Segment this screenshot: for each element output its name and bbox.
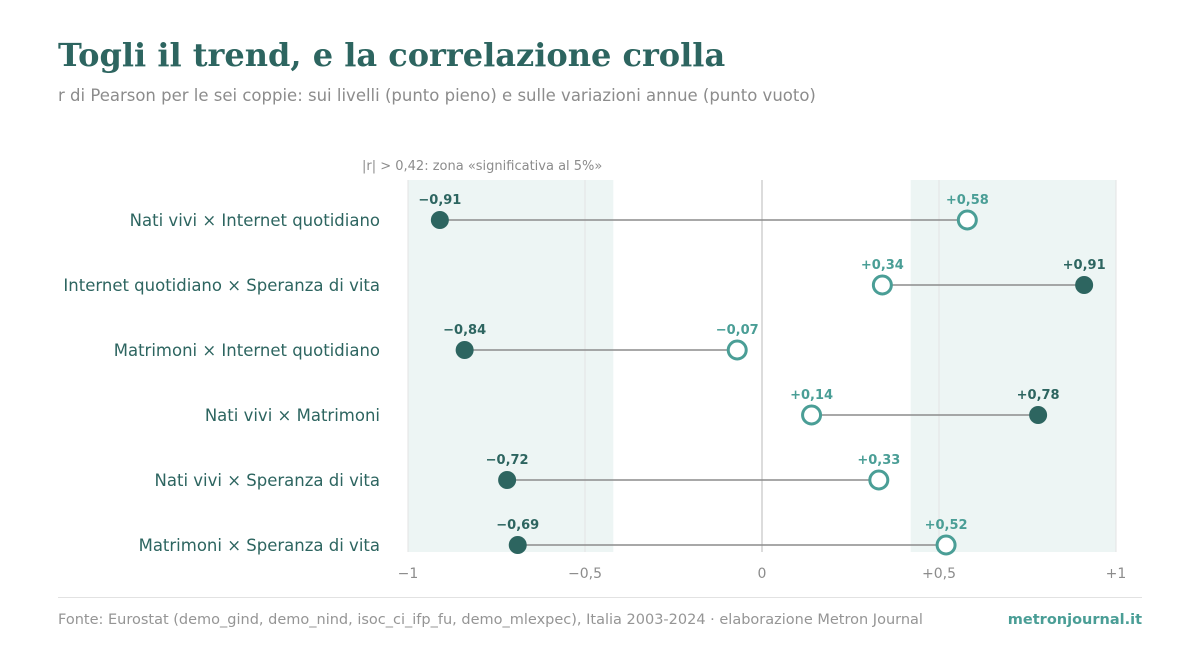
levels-point xyxy=(498,471,517,489)
changes-value-label: +0,52 xyxy=(925,518,968,533)
changes-value-label: +0,34 xyxy=(861,258,904,273)
pair-label: Nati vivi × Matrimoni xyxy=(205,406,380,425)
significance-zone-negative xyxy=(408,180,614,552)
changes-point xyxy=(871,274,893,296)
pair-label: Matrimoni × Speranza di vita xyxy=(139,536,380,555)
chart-title: Togli il trend, e la correlazione crolla xyxy=(58,36,726,74)
changes-value-label: −0,07 xyxy=(716,323,759,338)
x-tick-label: +1 xyxy=(1106,566,1127,582)
levels-point xyxy=(1029,406,1048,424)
changes-value-label: +0,14 xyxy=(790,388,833,403)
x-tick-label: −1 xyxy=(398,566,419,582)
levels-value-label: −0,69 xyxy=(496,518,539,533)
levels-value-label: −0,91 xyxy=(418,193,461,208)
pair-label: Nati vivi × Speranza di vita xyxy=(155,471,380,490)
pair-label: Nati vivi × Internet quotidiano xyxy=(130,211,380,230)
levels-value-label: −0,72 xyxy=(486,453,529,468)
x-tick-label: +0,5 xyxy=(922,566,956,582)
changes-point xyxy=(956,209,978,231)
pair-label: Matrimoni × Internet quotidiano xyxy=(114,341,380,360)
brand-link[interactable]: metronjournal.it xyxy=(1007,612,1142,628)
levels-value-label: +0,91 xyxy=(1063,258,1106,273)
changes-point xyxy=(801,404,823,426)
levels-point xyxy=(508,536,527,554)
levels-value-label: +0,78 xyxy=(1017,388,1060,403)
footer-divider xyxy=(58,597,1142,598)
levels-point xyxy=(430,211,449,229)
significance-zone-positive xyxy=(910,180,1116,552)
changes-point xyxy=(868,469,890,491)
levels-value-label: −0,84 xyxy=(443,323,486,338)
x-tick-label: 0 xyxy=(758,566,767,582)
pair-label: Internet quotidiano × Speranza di vita xyxy=(63,276,380,295)
changes-point xyxy=(726,339,748,361)
changes-point xyxy=(935,534,957,556)
significance-zone-label: |r| > 0,42: zona «significativa al 5%» xyxy=(362,159,602,174)
changes-value-label: +0,33 xyxy=(857,453,900,468)
x-tick-label: −0,5 xyxy=(568,566,602,582)
source-note: Fonte: Eurostat (demo_gind, demo_nind, i… xyxy=(58,612,923,628)
chart-subtitle: r di Pearson per le sei coppie: sui live… xyxy=(58,86,816,105)
levels-point xyxy=(455,341,474,359)
levels-point xyxy=(1075,276,1094,294)
changes-value-label: +0,58 xyxy=(946,193,989,208)
